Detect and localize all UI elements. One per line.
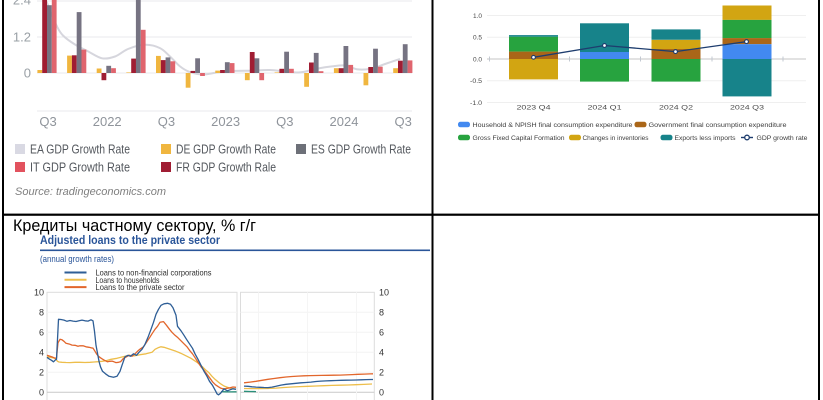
svg-text:0: 0 xyxy=(39,388,44,398)
svg-text:6: 6 xyxy=(39,328,44,338)
svg-text:IT GDP Growth Rate: IT GDP Growth Rate xyxy=(30,160,130,175)
svg-text:Adjusted loans to the private: Adjusted loans to the private sector xyxy=(40,235,220,247)
svg-text:DE GDP Growth Rate: DE GDP Growth Rate xyxy=(176,142,276,157)
svg-text:8: 8 xyxy=(379,308,384,318)
svg-text:2024: 2024 xyxy=(330,114,359,129)
svg-text:2: 2 xyxy=(39,368,44,378)
svg-text:6: 6 xyxy=(379,328,384,338)
svg-text:2023: 2023 xyxy=(211,114,240,129)
svg-text:1.2: 1.2 xyxy=(13,30,31,45)
svg-text:GDP growth rate: GDP growth rate xyxy=(757,135,808,142)
svg-text:2022: 2022 xyxy=(93,114,122,129)
svg-text:Loans to households: Loans to households xyxy=(96,275,160,285)
svg-text:Q3: Q3 xyxy=(158,114,175,129)
svg-text:Exports less imports: Exports less imports xyxy=(675,135,737,142)
svg-text:EA GDP Growth Rate: EA GDP Growth Rate xyxy=(30,142,130,157)
svg-text:FR GDP Growth Rale: FR GDP Growth Rale xyxy=(176,160,276,175)
svg-text:Q3: Q3 xyxy=(39,114,56,129)
svg-text:ES GDP Growth Rate: ES GDP Growth Rate xyxy=(311,142,411,157)
svg-text:Q3: Q3 xyxy=(395,114,412,129)
svg-text:(annual growth rates): (annual growth rates) xyxy=(40,254,114,264)
svg-text:Government final consumption e: Government final consumption expenditure xyxy=(649,122,787,129)
svg-text:Changes in inventories: Changes in inventories xyxy=(583,135,650,142)
svg-text:0: 0 xyxy=(379,388,384,398)
svg-text:-1.0: -1.0 xyxy=(470,100,482,107)
svg-text:Source: tradingeconomics.com: Source: tradingeconomics.com xyxy=(15,186,166,198)
svg-text:0: 0 xyxy=(24,66,31,81)
svg-text:4: 4 xyxy=(39,348,44,358)
svg-text:8: 8 xyxy=(39,308,44,318)
svg-text:Кредиты частному сектору, % г/: Кредиты частному сектору, % г/г xyxy=(13,216,256,235)
svg-text:Q3: Q3 xyxy=(276,114,293,129)
svg-text:10: 10 xyxy=(34,288,44,298)
svg-text:2024 Q3: 2024 Q3 xyxy=(730,105,764,112)
svg-text:Loans to non-financial corpora: Loans to non-financial corporations xyxy=(96,268,212,278)
svg-text:2024 Q1: 2024 Q1 xyxy=(588,105,622,112)
svg-text:10: 10 xyxy=(379,288,389,298)
svg-text:1.0: 1.0 xyxy=(473,13,482,20)
svg-text:2024 Q2: 2024 Q2 xyxy=(659,105,693,112)
svg-text:Loans to the private sector: Loans to the private sector xyxy=(96,282,185,292)
svg-text:0.0: 0.0 xyxy=(473,56,482,63)
svg-text:2.4: 2.4 xyxy=(13,0,31,8)
svg-text:4: 4 xyxy=(379,348,384,358)
svg-text:Gross Fixed Capital Formation: Gross Fixed Capital Formation xyxy=(473,135,565,142)
svg-text:Household & NPISH final consum: Household & NPISH final consumption expe… xyxy=(473,122,633,129)
svg-text:2023 Q4: 2023 Q4 xyxy=(517,105,551,112)
svg-text:2: 2 xyxy=(379,368,384,378)
svg-text:-0.5: -0.5 xyxy=(470,78,482,85)
svg-text:0.5: 0.5 xyxy=(473,35,482,42)
